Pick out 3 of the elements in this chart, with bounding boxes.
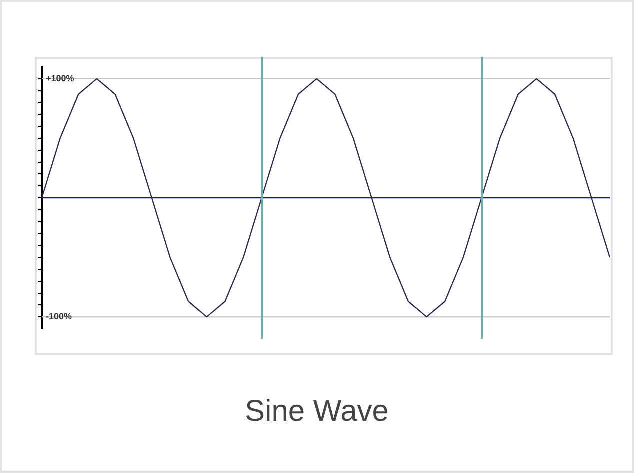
text: Sine Wave <box>244 395 390 429</box>
y-tick-label: -100% <box>46 312 72 322</box>
y-tick-label: +100% <box>46 73 74 84</box>
